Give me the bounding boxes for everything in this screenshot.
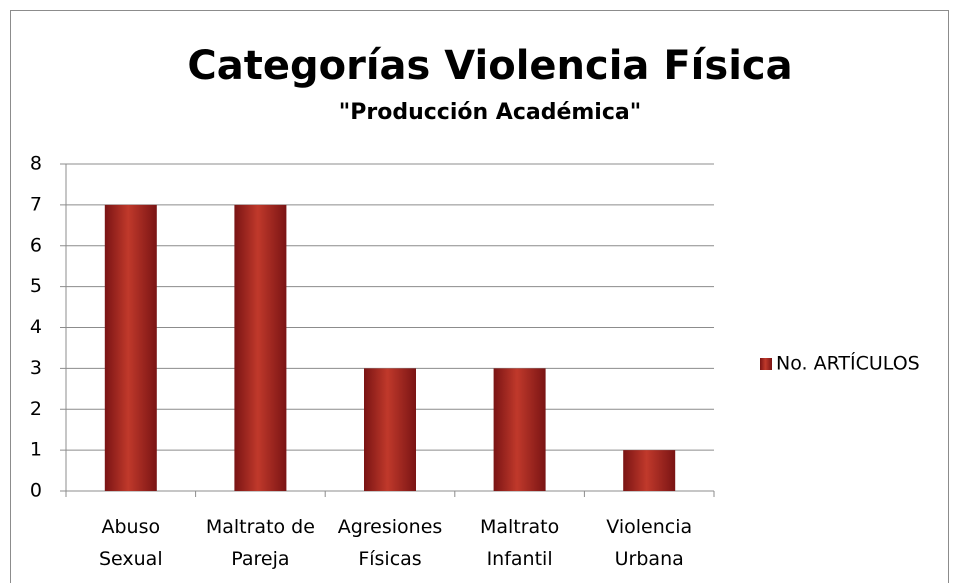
y-tick-label: 3 — [30, 357, 42, 379]
y-tick-label: 2 — [30, 398, 42, 420]
x-tick-label: Maltrato Infantil — [480, 516, 559, 570]
chart-frame — [10, 10, 949, 583]
y-tick-label: 8 — [30, 153, 42, 175]
y-tick-label: 6 — [30, 234, 42, 256]
legend-swatch — [760, 358, 772, 370]
chart-subtitle: "Producción Académica" — [339, 100, 641, 125]
y-tick-label: 1 — [30, 439, 42, 461]
legend-label: No. ARTÍCULOS — [776, 352, 920, 375]
bar — [364, 368, 416, 491]
bar — [104, 204, 157, 491]
y-tick-label: 4 — [30, 316, 42, 338]
chart-title: Categorías Violencia Física — [187, 43, 792, 89]
y-tick-label: 7 — [30, 193, 42, 215]
y-tick-label: 0 — [30, 480, 42, 502]
bar — [234, 204, 287, 491]
x-tick-label: Agresiones Físicas — [338, 516, 443, 570]
bar — [623, 450, 676, 491]
y-tick-label: 5 — [30, 275, 42, 297]
x-tick-label: Maltrato de Pareja — [206, 516, 315, 570]
bar — [493, 368, 546, 491]
x-tick-label: Violencia Urbana — [606, 516, 692, 570]
x-tick-label: Abuso Sexual — [99, 516, 163, 570]
